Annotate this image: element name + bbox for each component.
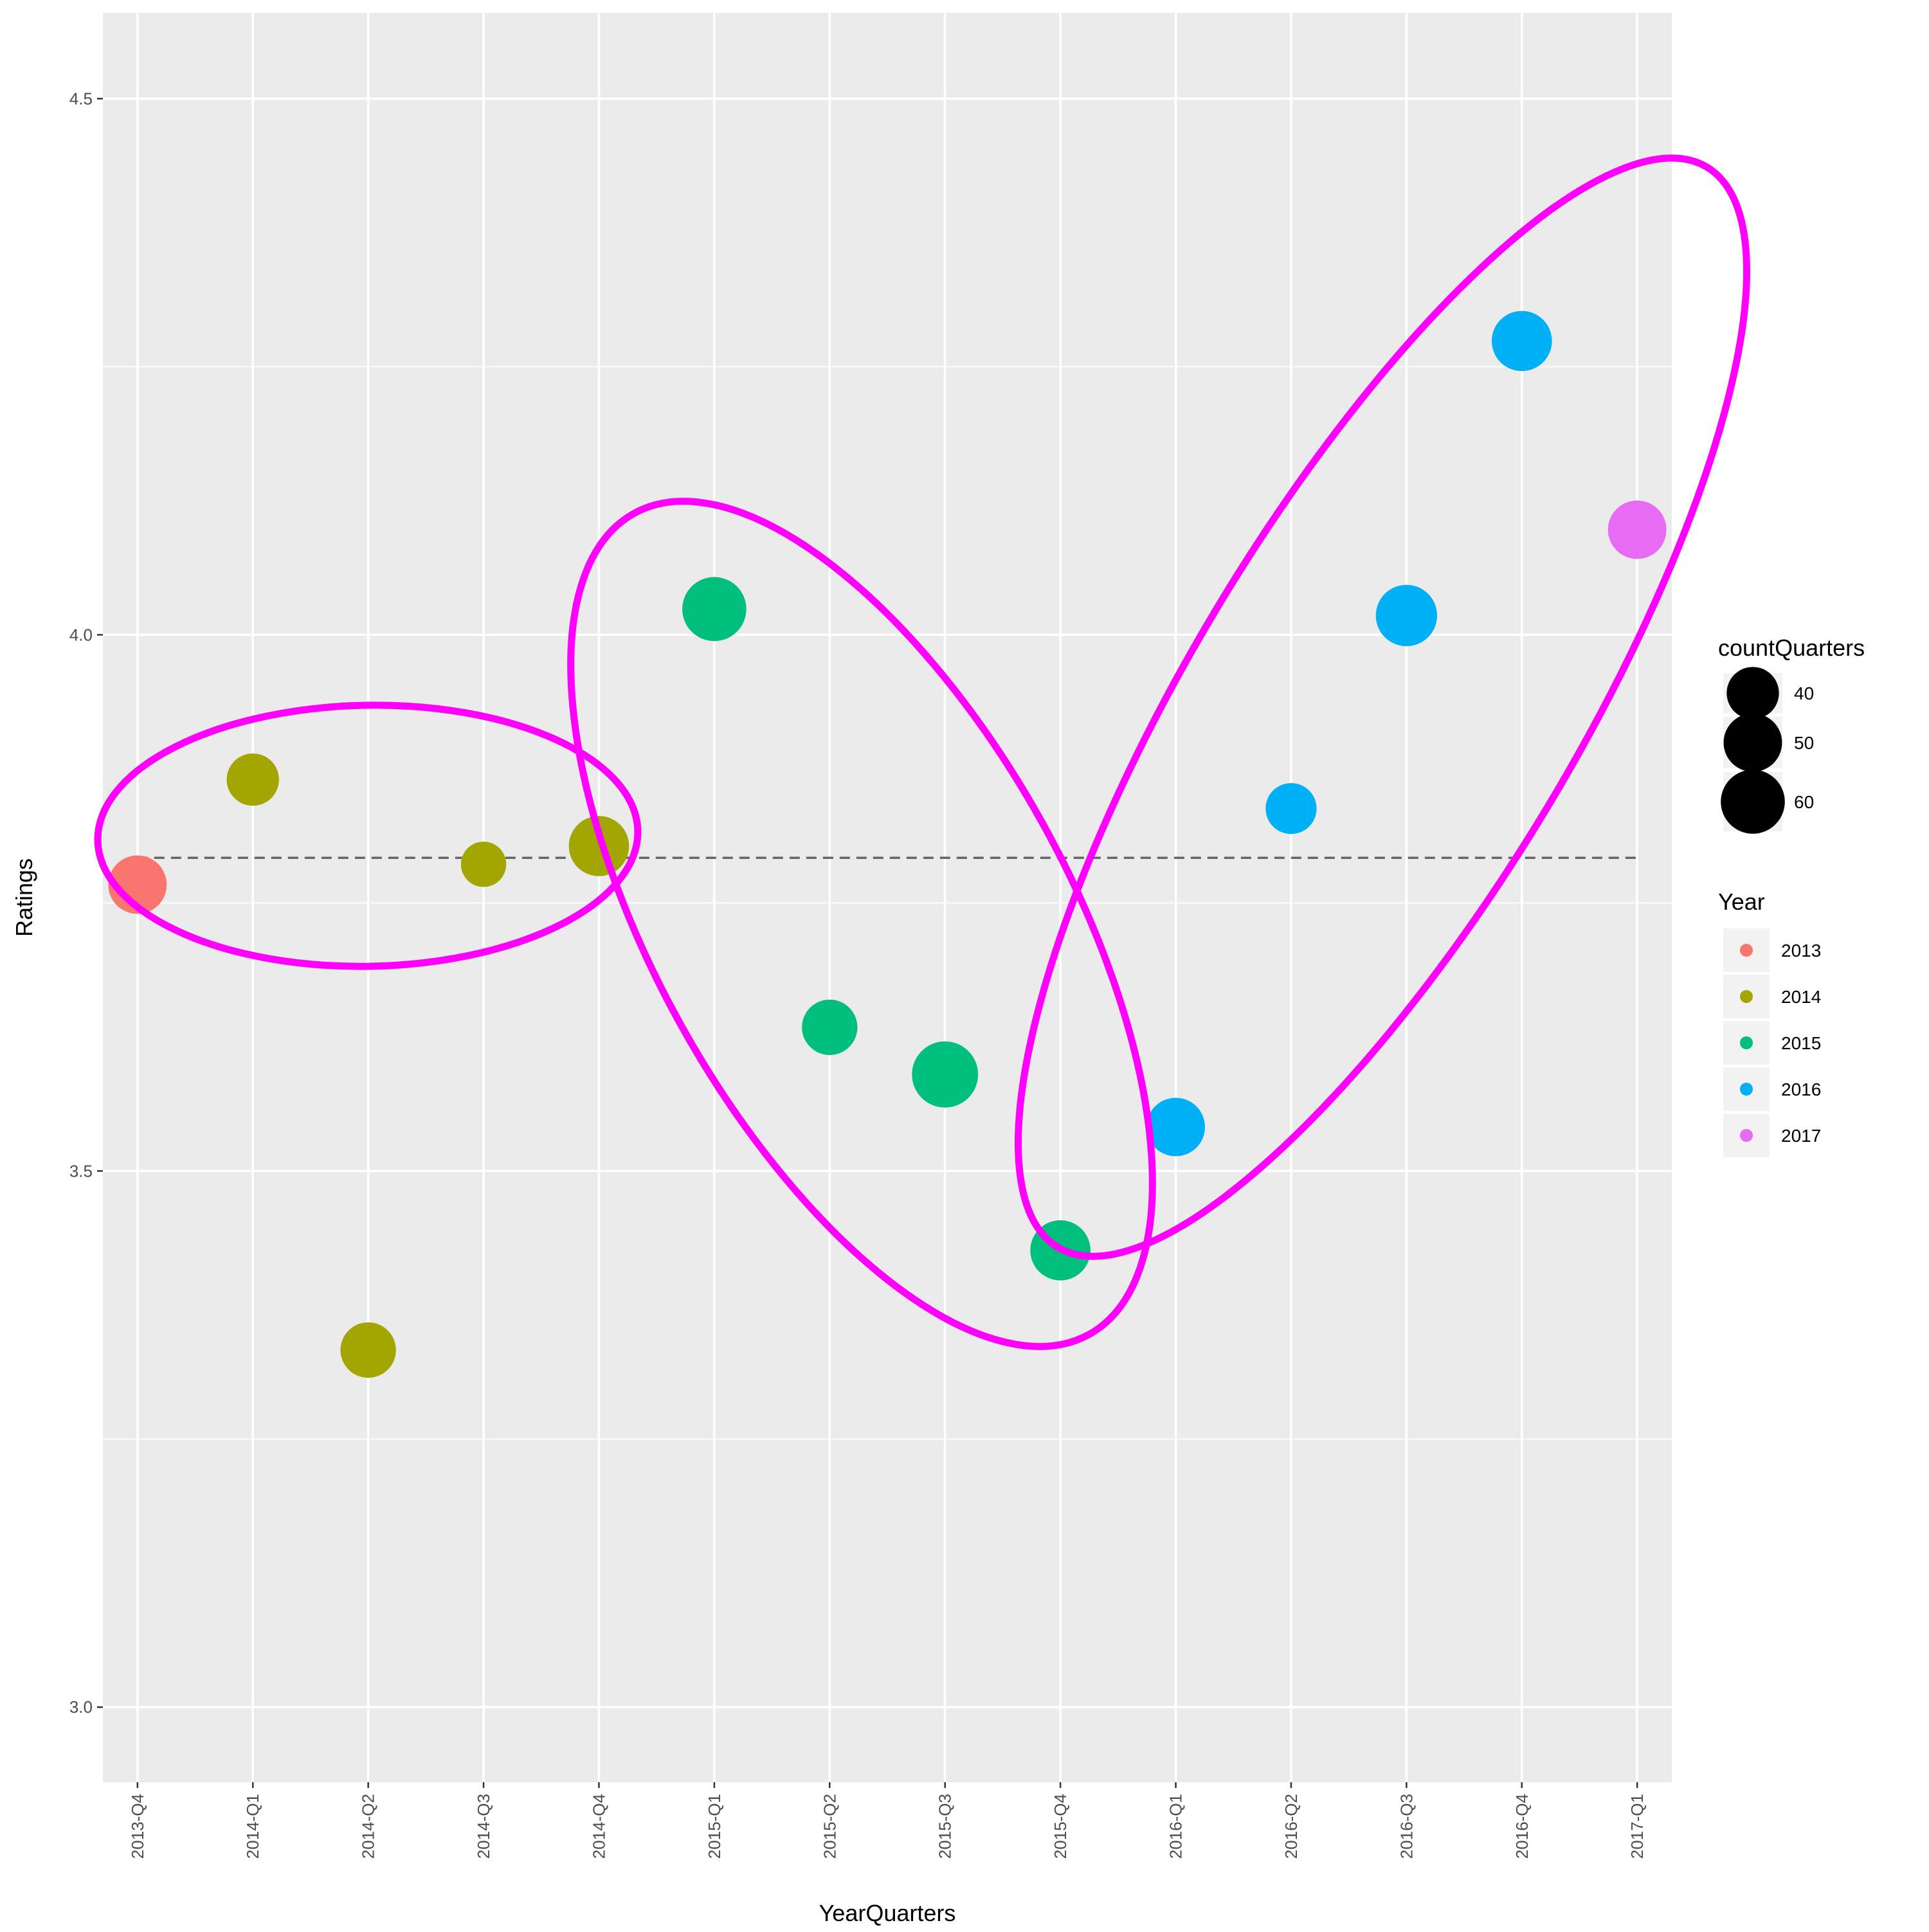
x-tick-label: 2014-Q1 xyxy=(243,1794,262,1859)
legend-color-swatch-2015 xyxy=(1740,1036,1753,1049)
x-tick-label: 2015-Q4 xyxy=(1051,1794,1070,1859)
x-tick-label: 2014-Q2 xyxy=(359,1794,378,1859)
x-tick-label: 2013-Q4 xyxy=(128,1794,147,1859)
legend-color-label: 2014 xyxy=(1781,987,1821,1007)
x-tick-label: 2015-Q2 xyxy=(820,1794,839,1859)
legend-color-label: 2013 xyxy=(1781,941,1821,961)
data-point-2014-Q2 xyxy=(340,1322,396,1378)
data-point-2014-Q4 xyxy=(568,816,629,876)
x-tick-label: 2016-Q1 xyxy=(1166,1794,1186,1859)
y-tick-label: 3.0 xyxy=(69,1697,93,1717)
annotation-ellipse-2016 xyxy=(1015,154,1750,1260)
grid-minor xyxy=(103,366,1672,1440)
y-tick-label: 4.0 xyxy=(69,625,93,644)
data-point-2016-Q3 xyxy=(1375,584,1438,647)
legend-count-quarters: countQuarters 40 50 60 xyxy=(1718,635,1865,834)
data-point-2013-Q4 xyxy=(108,855,167,914)
y-tick-label: 3.5 xyxy=(69,1161,93,1180)
data-point-2016-Q2 xyxy=(1265,782,1317,835)
annotation-ellipse-2014 xyxy=(94,701,642,970)
legend-year: Year 2013 2014 2015 2016 2017 xyxy=(1718,889,1821,1157)
data-point-2014-Q1 xyxy=(226,753,279,806)
data-point-2014-Q3 xyxy=(460,842,507,887)
legend-size-title: countQuarters xyxy=(1718,635,1865,661)
plot-panel xyxy=(103,13,1672,1782)
legend-color-label: 2015 xyxy=(1781,1033,1821,1053)
data-point-2016-Q1 xyxy=(1146,1097,1205,1157)
legend-size-label: 50 xyxy=(1794,733,1814,753)
data-point-2015-Q3 xyxy=(912,1041,979,1108)
annotation-ellipses xyxy=(94,154,1750,1350)
x-tick-label: 2016-Q3 xyxy=(1397,1794,1416,1859)
legend-color-title: Year xyxy=(1718,889,1765,915)
grid-major xyxy=(103,13,1672,1782)
legend-size-swatch xyxy=(1723,713,1782,772)
x-tick-label: 2017-Q1 xyxy=(1627,1794,1647,1859)
x-axis-title: YearQuarters xyxy=(819,1900,956,1926)
data-point-2017-Q1 xyxy=(1608,500,1667,559)
data-point-2015-Q2 xyxy=(802,999,858,1055)
x-tick-label: 2014-Q3 xyxy=(474,1794,493,1859)
legend-size-swatch xyxy=(1726,667,1779,719)
data-point-2016-Q4 xyxy=(1491,311,1552,372)
x-tick-label: 2015-Q3 xyxy=(936,1794,955,1859)
data-points xyxy=(108,311,1667,1378)
legend-size-swatch xyxy=(1721,770,1785,834)
x-tick-label: 2014-Q4 xyxy=(589,1794,608,1859)
legend-color-swatch-2017 xyxy=(1740,1129,1753,1142)
x-tick-label: 2016-Q4 xyxy=(1512,1794,1532,1859)
x-tick-label: 2015-Q1 xyxy=(705,1794,724,1859)
legend-size-label: 40 xyxy=(1794,683,1814,703)
legend-size-label: 60 xyxy=(1794,792,1814,812)
y-axis-title: Ratings xyxy=(11,858,37,937)
y-axis: 3.0 3.5 4.0 4.5 xyxy=(69,89,103,1717)
legend-color-label: 2017 xyxy=(1781,1126,1821,1146)
x-axis: 2013-Q4 2014-Q1 2014-Q2 2014-Q3 2014-Q4 2015-… xyxy=(128,1782,1647,1859)
y-tick-label: 4.5 xyxy=(69,89,93,108)
legend-color-swatch-2016 xyxy=(1740,1083,1753,1096)
legend-color-swatch-2013 xyxy=(1740,944,1753,957)
legend-color-label: 2016 xyxy=(1781,1079,1821,1099)
x-tick-label: 2016-Q2 xyxy=(1281,1794,1301,1859)
legend-color-swatch-2014 xyxy=(1740,990,1753,1003)
annotation-ellipse-2015 xyxy=(567,498,1156,1350)
data-point-2015-Q1 xyxy=(682,577,747,642)
